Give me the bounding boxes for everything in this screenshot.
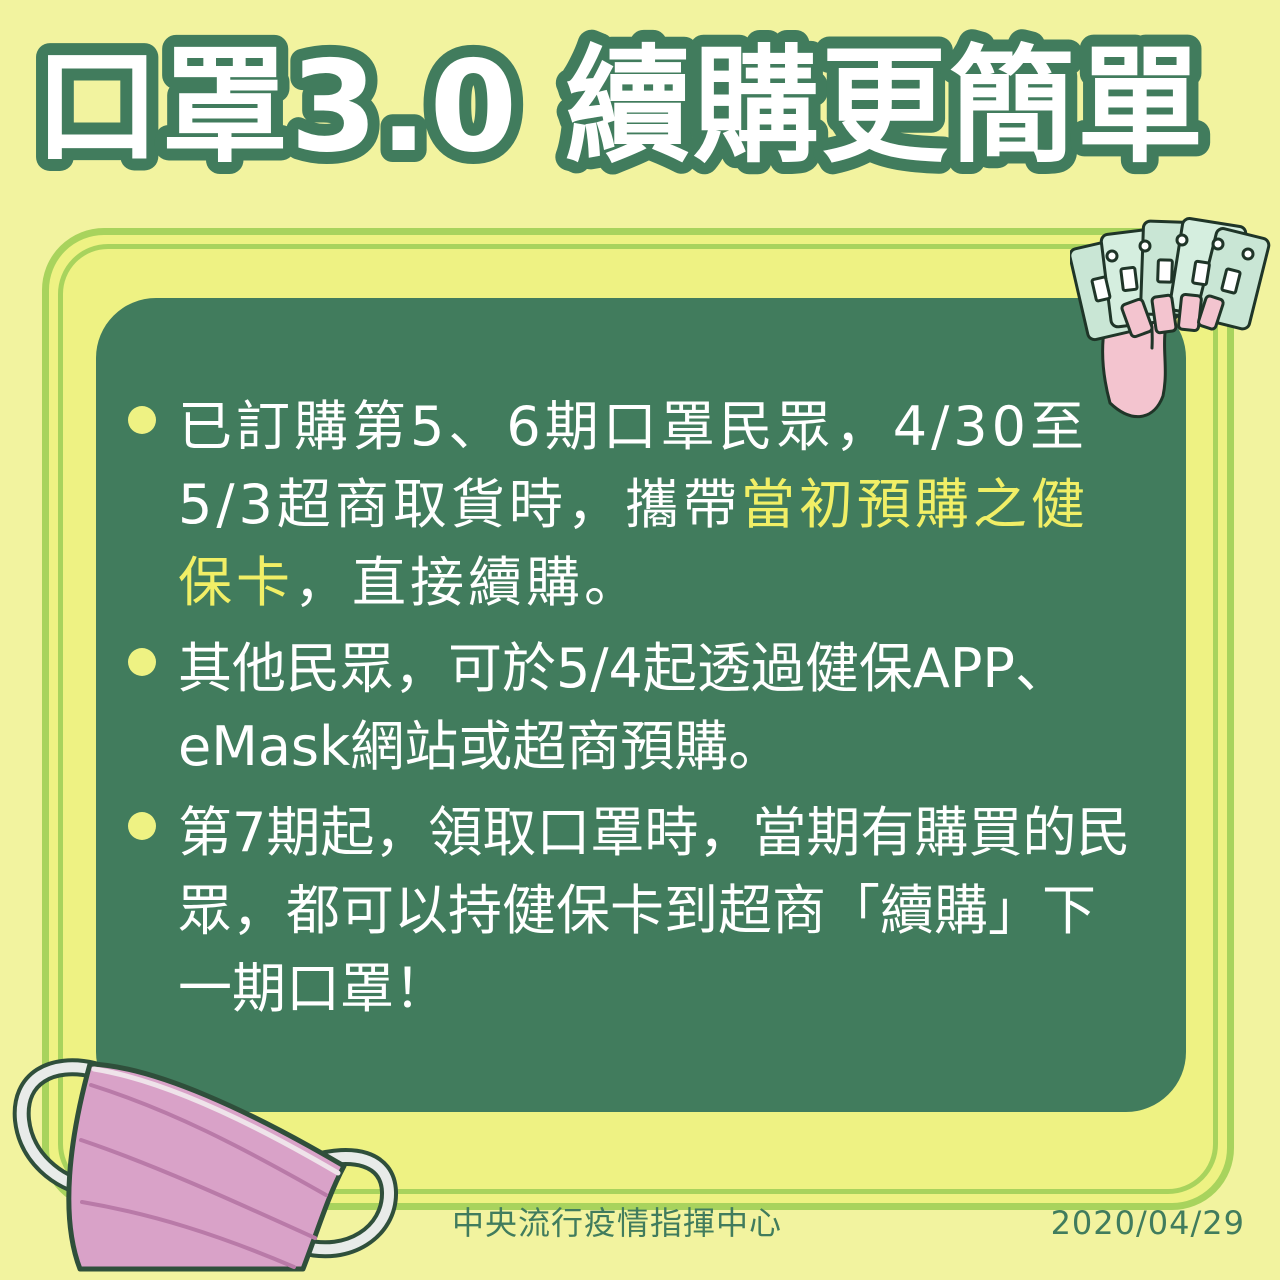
bullet-3-text: 第7期起，領取口罩時，當期有購買的民眾，都可以持健保卡到超商「續購」下一期口罩！ [178,801,1131,1020]
bullet-1-highlight: 當初預購之健保卡 [178,473,1089,614]
bullet-list: 已訂購第5、6期口罩民眾，4/30至5/3超商取貨時，攜帶當初預購之健保卡，直接… [122,388,1140,1036]
bullet-item-1: 已訂購第5、6期口罩民眾，4/30至5/3超商取貨時，攜帶當初預購之健保卡，直接… [122,388,1140,622]
title-text: 口罩3.0 續購更簡單 [34,33,1205,180]
page-title: 口罩3.0 續購更簡單 [22,21,1246,204]
content-panel [96,298,1186,1112]
face-mask-icon [12,1058,398,1272]
bullet-item-2: 其他民眾，可於5/4起透過健保APP、eMask網站或超商預購。 [122,630,1140,786]
bullet-item-3: 第7期起，領取口罩時，當期有購買的民眾，都可以持健保卡到超商「續購」下一期口罩！ [122,794,1140,1028]
title-art: 口罩3.0 續購更簡單 [22,21,1215,192]
footer-organization: 中央流行疫情指揮中心 [452,1204,783,1242]
footer-date: 2020/04/29 [1050,1204,1245,1242]
health-insurance-cards-hand-icon [1070,217,1271,419]
inner-frame [58,244,1218,1194]
bullet-dot-icon [128,406,156,434]
bullet-dot-icon [128,812,156,840]
bullet-1-text-after: ，直接續購。 [294,551,642,614]
bullet-1-text-before: 已訂購第5、6期口罩民眾，4/30至5/3超商取貨時，攜帶 [178,395,1088,536]
bullet-dot-icon [128,648,156,676]
bullet-2-text: 其他民眾，可於5/4起透過健保APP、eMask網站或超商預購。 [178,637,1069,778]
